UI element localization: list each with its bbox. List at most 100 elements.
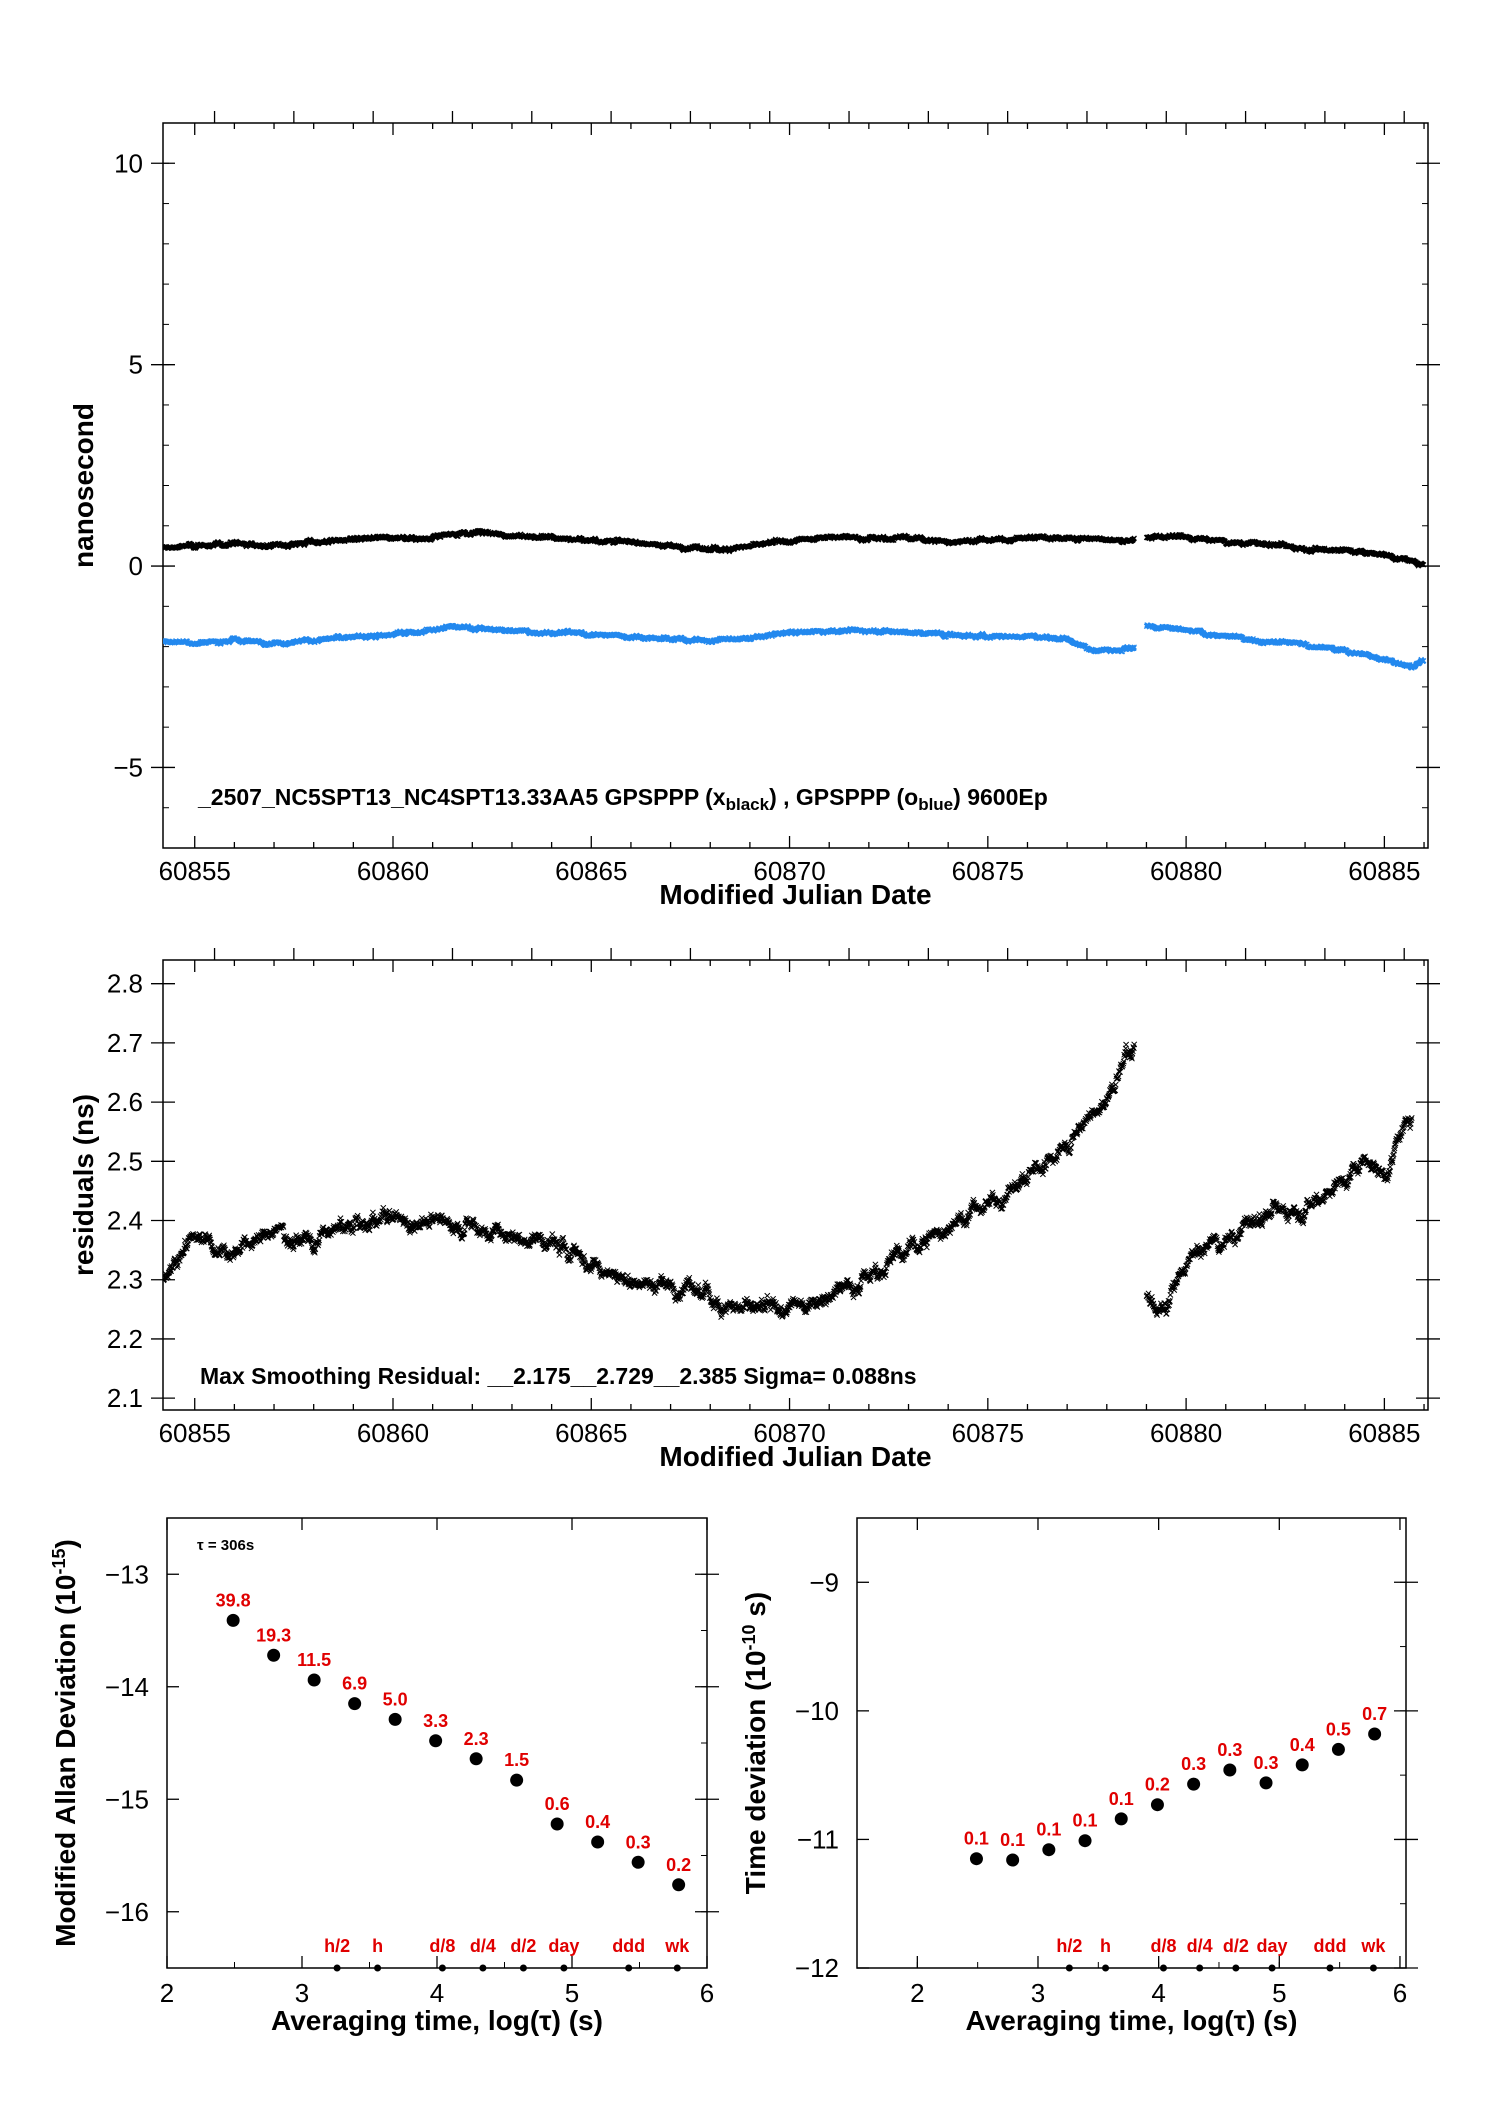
series-1 xyxy=(163,527,1427,569)
data-label: 0.5 xyxy=(1326,1719,1351,1739)
data-point xyxy=(591,1261,592,1262)
x-tick-label: 60865 xyxy=(555,1418,627,1448)
data-point xyxy=(948,1226,949,1227)
data-label: 0.1 xyxy=(964,1829,989,1849)
data-point xyxy=(274,545,275,546)
time-marker-label: ddd xyxy=(612,1936,645,1956)
data-point xyxy=(987,539,988,540)
data-label: 0.1 xyxy=(1036,1820,1061,1840)
y-tick-label: 2.4 xyxy=(107,1206,143,1236)
data-point xyxy=(1225,541,1226,542)
data-point xyxy=(672,1878,686,1892)
data-point xyxy=(1134,648,1135,649)
time-marker-label: h xyxy=(1100,1936,1111,1956)
data-point xyxy=(591,1835,605,1849)
tau-note: τ = 306s xyxy=(197,1537,254,1554)
data-point xyxy=(1265,543,1266,544)
y-tick-label: 10 xyxy=(114,148,143,178)
data-point xyxy=(670,545,671,546)
data-point xyxy=(908,537,909,538)
data-point xyxy=(511,630,512,631)
tdev-chart: 2 3 4 5 6 −12 −11 −10 −9 Averaging time, log(τ) (… xyxy=(739,1517,1418,2036)
x-tick-label: 60870 xyxy=(753,856,825,886)
data-point xyxy=(1259,1776,1273,1790)
x-tick-label: 3 xyxy=(295,1978,309,2008)
data-point xyxy=(1305,547,1306,548)
time-marker-label: h/2 xyxy=(1056,1936,1082,1956)
data-point xyxy=(307,1673,321,1687)
x-tick-label: 60880 xyxy=(1150,856,1222,886)
x-axis-label: Modified Julian Date xyxy=(659,1441,931,1472)
data-point xyxy=(1134,541,1135,542)
data-point xyxy=(432,630,433,631)
y-tick-label: 2.7 xyxy=(107,1028,143,1058)
data-label: 0.1 xyxy=(1073,1811,1098,1831)
data-point xyxy=(1166,1315,1167,1316)
data-point xyxy=(429,1734,443,1748)
y-tick-label: −16 xyxy=(105,1897,149,1927)
x-tick-label: 60860 xyxy=(357,1418,429,1448)
data-point xyxy=(194,1232,195,1233)
data-point xyxy=(1225,636,1226,637)
data-point xyxy=(1305,1202,1306,1203)
series-2 xyxy=(163,622,1427,671)
x-tick-label: 3 xyxy=(1031,1978,1045,2008)
series-marks-1 xyxy=(163,1041,1415,1320)
data-point xyxy=(1412,1113,1413,1114)
x-tick-label: 60875 xyxy=(952,1418,1024,1448)
data-point xyxy=(472,531,473,532)
annotation-part: _2507_NC5SPT13_NC4SPT13.33AA5 GPSPPP (x xyxy=(197,784,726,810)
x-tick-label: 4 xyxy=(430,1978,444,2008)
data-point xyxy=(710,549,711,550)
data-point xyxy=(1086,648,1087,649)
data-point xyxy=(670,638,671,639)
time-marker xyxy=(438,1964,446,1972)
time-marker xyxy=(479,1964,487,1972)
x-tick-label: 2 xyxy=(160,1978,174,2008)
time-marker xyxy=(560,1964,568,1972)
data-point xyxy=(551,1244,552,1245)
residuals-chart: 60855 60860 60865 60870 60875 60880 60885 2.1 2.… xyxy=(68,948,1440,1472)
data-label: 0.3 xyxy=(1217,1740,1242,1760)
data-point xyxy=(1186,630,1187,631)
data-point xyxy=(1146,1297,1147,1298)
data-point xyxy=(353,1226,354,1227)
time-marker xyxy=(374,1964,382,1972)
tdev-frame xyxy=(856,1517,1407,1969)
data-point xyxy=(908,1250,909,1251)
x-tick-label: 60870 xyxy=(753,1418,825,1448)
time-marker xyxy=(625,1964,633,1972)
y-tick-label: 2.5 xyxy=(107,1146,143,1176)
annotation-part: ) 9600Ep xyxy=(953,784,1048,810)
time-marker xyxy=(519,1964,527,1972)
data-point xyxy=(749,1309,750,1310)
data-point xyxy=(710,640,711,641)
data-point xyxy=(829,1291,830,1292)
time-marker-label: d/2 xyxy=(1223,1936,1249,1956)
x-axis-label: Averaging time, log(τ) (s) xyxy=(271,2005,603,2036)
data-label: 0.7 xyxy=(1362,1704,1387,1724)
data-point xyxy=(1344,549,1345,550)
y-tick-label: 2.1 xyxy=(107,1383,143,1413)
y-axis-label: Modified Allan Deviation (10-15) xyxy=(49,1539,81,1947)
x-tick-label: 5 xyxy=(1272,1978,1286,2008)
y-tick-label: 2.3 xyxy=(107,1265,143,1295)
data-point xyxy=(987,636,988,637)
y-tick-label: 2.8 xyxy=(107,969,143,999)
time-marker xyxy=(1159,1964,1167,1972)
data-point xyxy=(1265,640,1266,641)
data-label: 0.2 xyxy=(666,1855,691,1875)
y-axis-label-part: ) xyxy=(50,1539,81,1548)
data-point xyxy=(1150,1798,1164,1812)
data-point xyxy=(313,1238,314,1239)
annotation-subscript: blue xyxy=(918,795,953,814)
series-1 xyxy=(163,1041,1415,1320)
x-tick-label: 5 xyxy=(565,1978,579,2008)
y-tick-label: −13 xyxy=(105,1559,149,1589)
data-point xyxy=(987,1202,988,1203)
data-point xyxy=(432,1220,433,1221)
y-axis-label-sup: -15 xyxy=(49,1548,69,1574)
x-tick-label: 60865 xyxy=(555,856,627,886)
x-tick-label: 2 xyxy=(910,1978,924,2008)
data-point xyxy=(1384,553,1385,554)
